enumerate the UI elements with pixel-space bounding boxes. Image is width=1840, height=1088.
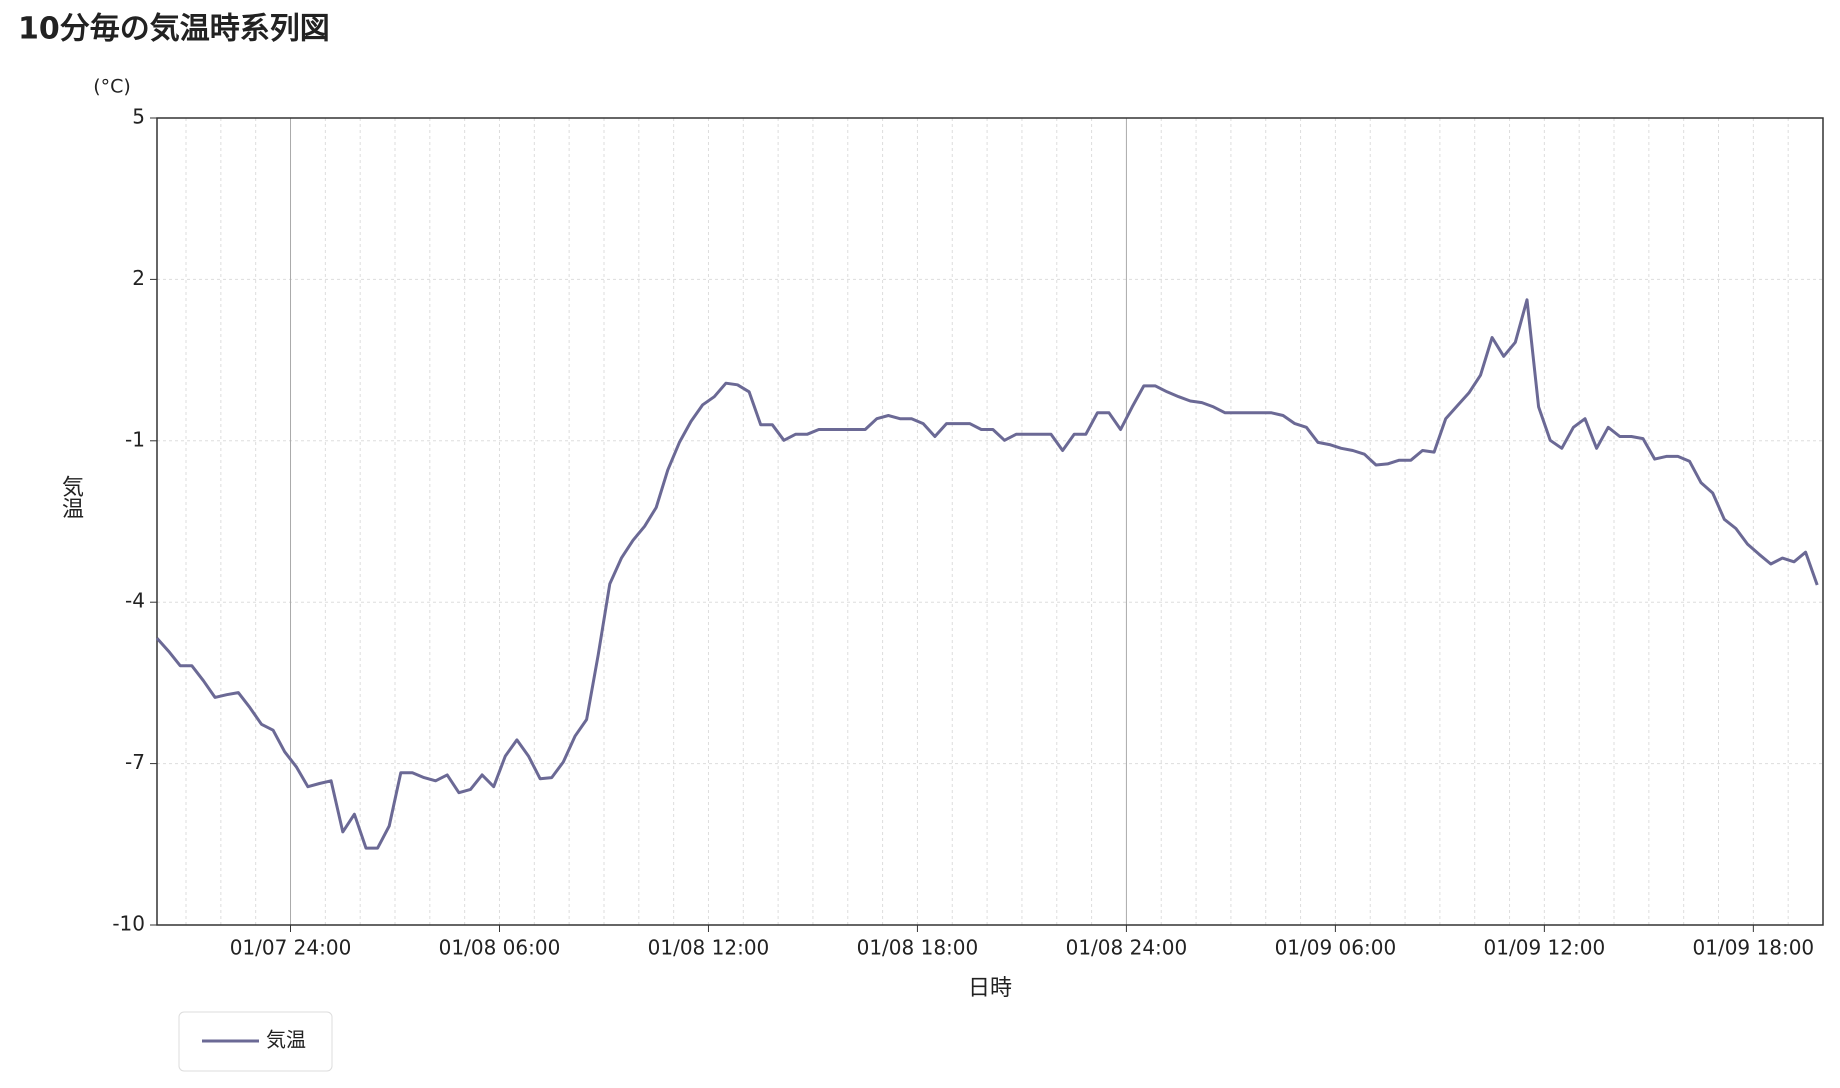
y-tick-label: 2 — [132, 266, 145, 290]
y-tick-label: -10 — [112, 912, 145, 936]
legend-label: 気温 — [266, 1028, 306, 1052]
legend: 気温 — [178, 1011, 333, 1072]
x-tick-label: 01/08 06:00 — [439, 936, 561, 960]
x-tick-label: 01/08 12:00 — [648, 936, 770, 960]
x-tick-label: 01/07 24:00 — [230, 936, 352, 960]
chart-title: 10分毎の気温時系列図 — [18, 12, 330, 47]
y-unit: (°C) — [93, 76, 131, 98]
x-tick-label: 01/09 12:00 — [1484, 936, 1606, 960]
x-axis-label: 日時 — [968, 976, 1012, 1001]
series-line — [155, 298, 1819, 850]
x-tick-label: 01/09 18:00 — [1693, 936, 1815, 960]
y-axis-label: 気温 — [58, 475, 84, 519]
plot-frame — [156, 117, 1824, 926]
y-tick-label: -1 — [125, 427, 145, 451]
x-tick-label: 01/08 24:00 — [1066, 936, 1188, 960]
x-tick-label: 01/08 18:00 — [857, 936, 979, 960]
y-tick-label: -4 — [125, 589, 145, 613]
y-tick-label: 5 — [132, 105, 145, 129]
y-tick-label: -7 — [125, 750, 145, 774]
x-tick-label: 01/09 06:00 — [1275, 936, 1397, 960]
